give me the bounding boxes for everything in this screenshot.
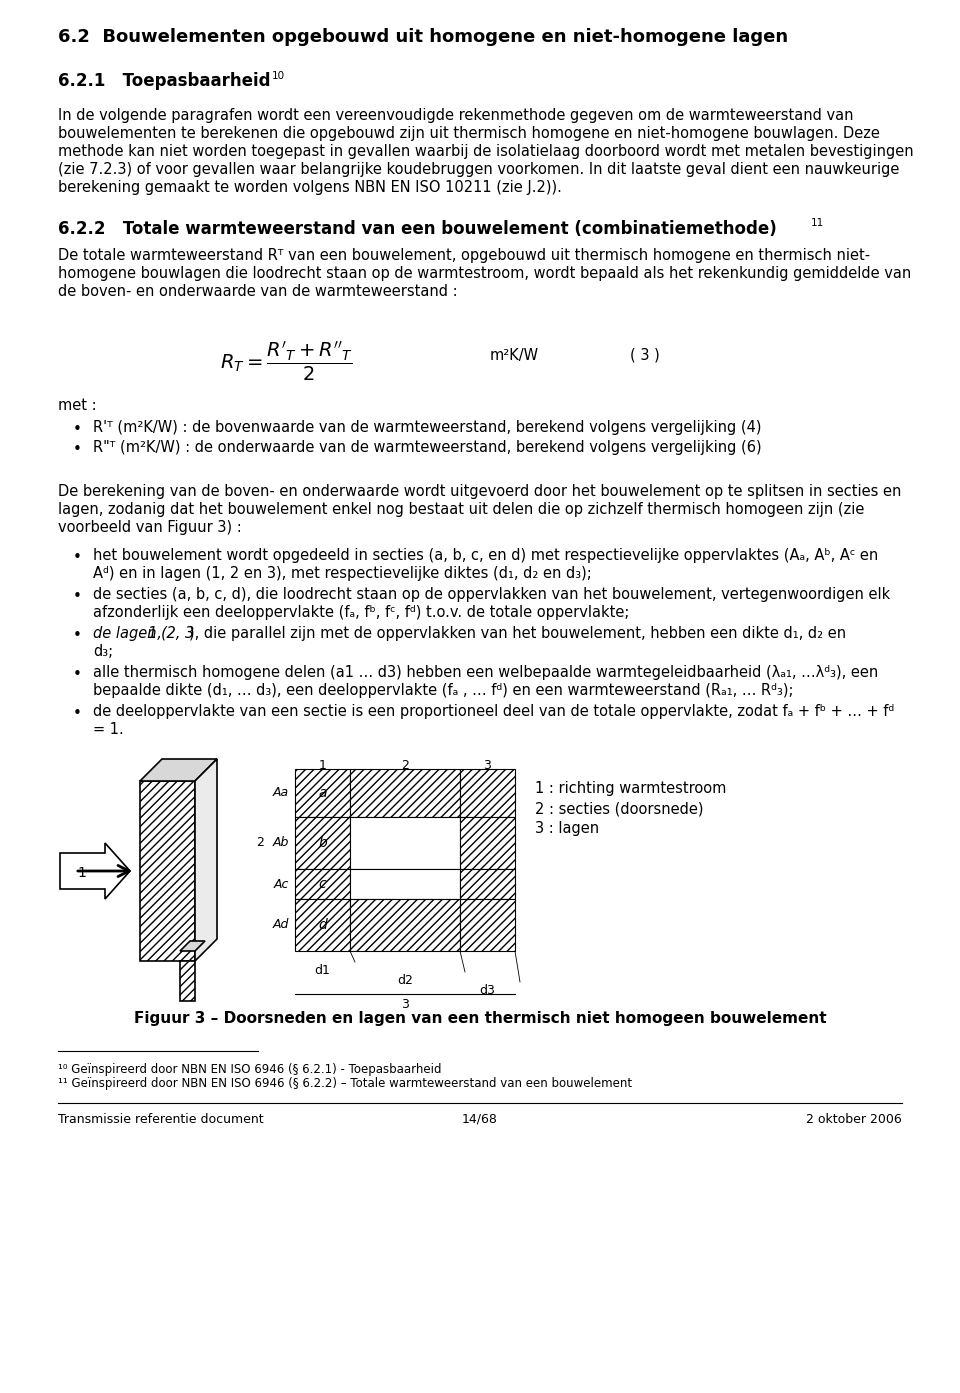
Text: •: • [73, 706, 82, 722]
Text: •: • [73, 589, 82, 605]
Text: Ad: Ad [273, 918, 289, 932]
Text: Aa: Aa [273, 787, 289, 800]
Polygon shape [60, 843, 130, 898]
Text: d1: d1 [315, 964, 330, 976]
Text: met :: met : [58, 398, 97, 412]
Text: c: c [319, 878, 326, 892]
Text: de secties (a, b, c, d), die loodrecht staan op de oppervlakken van het bouwelem: de secties (a, b, c, d), die loodrecht s… [93, 586, 890, 602]
Text: 2 : secties (doorsnede): 2 : secties (doorsnede) [535, 801, 704, 816]
Text: Ac: Ac [274, 878, 289, 890]
Text: berekening gemaakt te worden volgens NBN EN ISO 10211 (zie J.2)).: berekening gemaakt te worden volgens NBN… [58, 180, 562, 195]
Text: d₃;: d₃; [93, 644, 113, 659]
Text: m²K/W: m²K/W [490, 348, 540, 364]
Text: ¹¹ Geïnspireerd door NBN EN ISO 6946 (§ 6.2.2) – Totale warmteweerstand van een : ¹¹ Geïnspireerd door NBN EN ISO 6946 (§ … [58, 1077, 632, 1089]
Text: 6.2.2   Totale warmteweerstand van een bouwelement (combinatiemethode): 6.2.2 Totale warmteweerstand van een bou… [58, 220, 777, 238]
Text: 3: 3 [401, 997, 409, 1011]
Text: ( 3 ): ( 3 ) [630, 348, 660, 364]
Text: •: • [73, 442, 82, 457]
Text: afzonderlijk een deeloppervlakte (fₐ, fᵇ, fᶜ, fᵈ) t.o.v. de totale oppervlakte;: afzonderlijk een deeloppervlakte (fₐ, fᵇ… [93, 605, 630, 620]
Text: bouwelementen te berekenen die opgebouwd zijn uit thermisch homogene en niet-hom: bouwelementen te berekenen die opgebouwd… [58, 125, 880, 141]
Text: $R_T = \dfrac{R'_T+R''_T}{2}$: $R_T = \dfrac{R'_T+R''_T}{2}$ [220, 340, 353, 383]
Bar [350, 818, 460, 869]
Text: homogene bouwlagen die loodrecht staan op de warmtestroom, wordt bepaald als het: homogene bouwlagen die loodrecht staan o… [58, 266, 911, 281]
Text: •: • [73, 422, 82, 437]
Text: (zie 7.2.3) of voor gevallen waar belangrijke koudebruggen voorkomen. In dit laa: (zie 7.2.3) of voor gevallen waar belang… [58, 162, 900, 177]
Text: •: • [73, 667, 82, 683]
Text: lagen, zodanig dat het bouwelement enkel nog bestaat uit delen die op zichzelf t: lagen, zodanig dat het bouwelement enkel… [58, 501, 864, 517]
Text: d3: d3 [480, 983, 495, 997]
Bar [460, 869, 515, 898]
Bar [295, 769, 350, 818]
Bar [460, 818, 515, 869]
Text: d: d [318, 918, 326, 932]
Bar [295, 869, 350, 898]
Text: De totale warmteweerstand Rᵀ van een bouwelement, opgebouwd uit thermisch homoge: De totale warmteweerstand Rᵀ van een bou… [58, 248, 870, 263]
Text: de deeloppervlakte van een sectie is een proportioneel deel van de totale opperv: de deeloppervlakte van een sectie is een… [93, 703, 895, 719]
Polygon shape [180, 942, 205, 951]
Text: alle thermisch homogene delen (a1 … d3) hebben een welbepaalde warmtegeleidbaarh: alle thermisch homogene delen (a1 … d3) … [93, 664, 878, 680]
Text: ), die parallel zijn met de oppervlakken van het bouwelement, hebben een dikte d: ), die parallel zijn met de oppervlakken… [189, 625, 846, 641]
Text: •: • [73, 550, 82, 566]
Text: R'ᵀ (m²K/W) : de bovenwaarde van de warmteweerstand, berekend volgens vergelijki: R'ᵀ (m²K/W) : de bovenwaarde van de warm… [93, 421, 761, 435]
Text: bepaalde dikte (d₁, … d₃), een deeloppervlakte (fₐ , … fᵈ) en een warmteweerstan: bepaalde dikte (d₁, … d₃), een deelopper… [93, 683, 794, 698]
Text: ¹⁰ Geïnspireerd door NBN EN ISO 6946 (§ 6.2.1) - Toepasbaarheid: ¹⁰ Geïnspireerd door NBN EN ISO 6946 (§ … [58, 1063, 442, 1075]
Text: methode kan niet worden toegepast in gevallen waarbij de isolatielaag doorboord : methode kan niet worden toegepast in gev… [58, 143, 914, 159]
Text: 14/68: 14/68 [462, 1113, 498, 1126]
Text: 6.2.1   Toepasbaarheid: 6.2.1 Toepasbaarheid [58, 72, 271, 91]
Text: 10: 10 [272, 71, 285, 81]
Text: In de volgende paragrafen wordt een vereenvoudigde rekenmethode gegeven om de wa: In de volgende paragrafen wordt een vere… [58, 109, 853, 123]
Text: 2: 2 [401, 759, 409, 772]
Bar [180, 961, 195, 1002]
Bar [350, 769, 460, 818]
Text: = 1.: = 1. [93, 722, 124, 737]
Text: b: b [318, 836, 326, 850]
Polygon shape [140, 759, 217, 781]
Text: •: • [73, 628, 82, 644]
Bar [295, 818, 350, 869]
Text: De berekening van de boven- en onderwaarde wordt uitgevoerd door het bouwelement: De berekening van de boven- en onderwaar… [58, 483, 901, 499]
Text: 1 : richting warmtestroom: 1 : richting warmtestroom [535, 781, 727, 795]
Text: 1: 1 [319, 759, 326, 772]
Text: 3 : lagen: 3 : lagen [535, 820, 599, 836]
Bar [140, 781, 195, 961]
Text: Transmissie referentie document: Transmissie referentie document [58, 1113, 264, 1126]
Text: 2: 2 [256, 837, 264, 850]
Text: voorbeeld van Figuur 3) :: voorbeeld van Figuur 3) : [58, 520, 242, 535]
Text: 6.2  Bouwelementen opgebouwd uit homogene en niet-homogene lagen: 6.2 Bouwelementen opgebouwd uit homogene… [58, 28, 788, 46]
Text: 1, 2, 3: 1, 2, 3 [148, 625, 194, 641]
Text: R"ᵀ (m²K/W) : de onderwaarde van de warmteweerstand, berekend volgens vergelijki: R"ᵀ (m²K/W) : de onderwaarde van de warm… [93, 440, 761, 456]
Text: 1: 1 [78, 866, 86, 880]
Text: d2: d2 [397, 974, 413, 988]
Bar [350, 898, 460, 951]
Text: Aᵈ) en in lagen (1, 2 en 3), met respectievelijke diktes (d₁, d₂ en d₃);: Aᵈ) en in lagen (1, 2 en 3), met respect… [93, 566, 591, 581]
Bar [350, 869, 460, 898]
Text: 2 oktober 2006: 2 oktober 2006 [806, 1113, 902, 1126]
Text: Figuur 3 – Doorsneden en lagen van een thermisch niet homogeen bouwelement: Figuur 3 – Doorsneden en lagen van een t… [133, 1011, 827, 1027]
Bar [180, 961, 195, 1002]
Text: 11: 11 [811, 217, 825, 228]
Text: de boven- en onderwaarde van de warmteweerstand :: de boven- en onderwaarde van de warmtewe… [58, 284, 458, 299]
Text: 3: 3 [484, 759, 492, 772]
Text: a: a [319, 786, 326, 800]
Bar [460, 769, 515, 818]
Text: het bouwelement wordt opgedeeld in secties (a, b, c, en d) met respectievelijke : het bouwelement wordt opgedeeld in secti… [93, 547, 878, 563]
Bar [140, 781, 195, 961]
Polygon shape [195, 759, 217, 961]
Text: de lagen (: de lagen ( [93, 625, 167, 641]
Bar [460, 898, 515, 951]
Text: Ab: Ab [273, 837, 289, 850]
Bar [295, 898, 350, 951]
